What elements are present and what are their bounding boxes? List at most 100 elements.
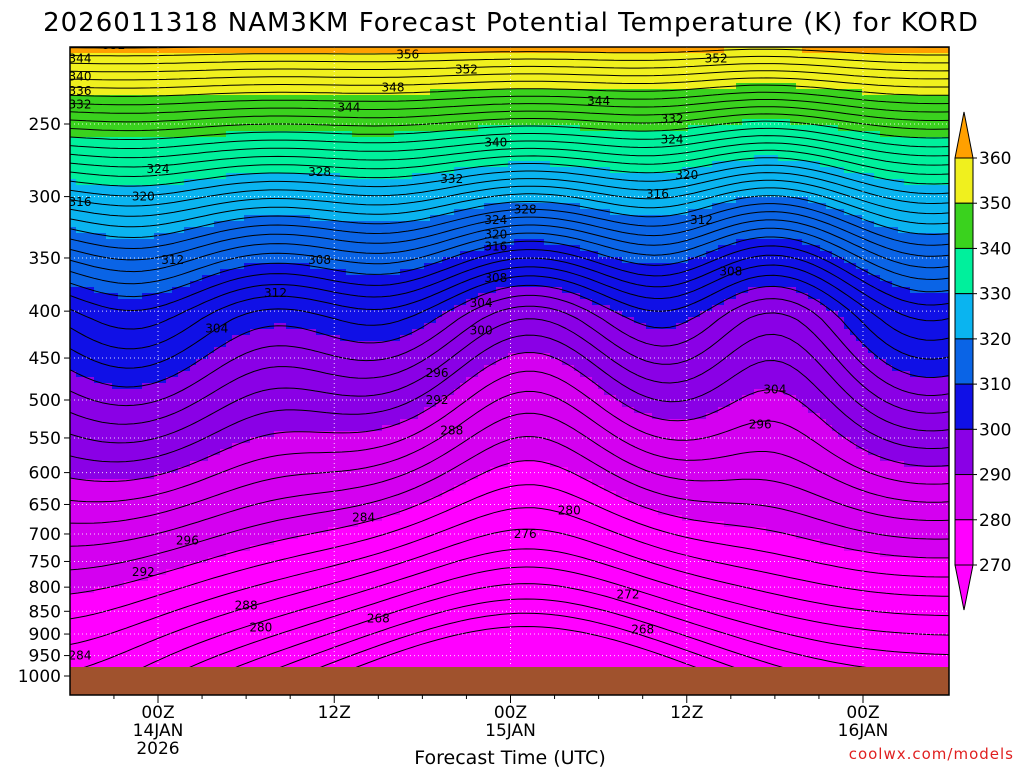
temperature-cell [178,575,185,582]
temperature-cell [178,227,185,234]
temperature-cell [238,503,245,510]
temperature-cell [298,647,305,654]
temperature-cell [142,365,149,372]
temperature-cell [100,107,107,114]
temperature-cell [100,461,107,468]
temperature-cell [268,173,275,180]
temperature-cell [268,401,275,408]
temperature-cell [148,659,155,666]
temperature-cell [178,521,185,528]
temperature-cell [70,113,77,120]
temperature-cell [304,71,311,78]
temperature-cell [274,275,281,282]
temperature-cell [82,371,89,378]
temperature-cell [148,137,155,144]
temperature-cell [100,209,107,216]
temperature-cell [136,431,143,438]
temperature-cell [202,659,209,666]
temperature-cell [298,347,305,354]
temperature-cell [112,227,119,234]
temperature-cell [70,65,77,72]
temperature-cell [238,65,245,72]
temperature-cell [334,521,341,528]
temperature-cell [286,233,293,240]
temperature-cell [94,599,101,606]
temperature-cell [232,383,239,390]
temperature-cell [262,479,269,486]
temperature-cell [94,209,101,216]
temperature-cell [124,503,131,510]
temperature-cell [88,299,95,306]
temperature-cell [178,353,185,360]
temperature-cell [172,251,179,258]
temperature-cell [274,527,281,534]
temperature-cell [274,311,281,318]
temperature-cell [220,215,227,222]
temperature-cell [268,197,275,204]
temperature-cell [130,215,137,222]
temperature-cell [148,401,155,408]
temperature-cell [136,599,143,606]
temperature-cell [94,521,101,528]
temperature-cell [316,401,323,408]
temperature-cell [298,167,305,174]
temperature-cell [298,263,305,270]
temperature-cell [82,557,89,564]
temperature-cell [256,527,263,534]
temperature-cell [76,173,83,180]
temperature-cell [328,491,335,498]
temperature-cell [316,461,323,468]
temperature-cell [268,287,275,294]
temperature-cell [100,335,107,342]
temperature-cell [244,281,251,288]
temperature-cell [118,371,125,378]
temperature-cell [106,653,113,660]
temperature-cell [94,389,101,396]
temperature-cell [208,119,215,126]
temperature-cell [340,227,347,234]
temperature-cell [328,131,335,138]
temperature-cell [340,629,347,636]
temperature-cell [178,305,185,312]
temperature-cell [130,287,137,294]
temperature-cell [226,467,233,474]
temperature-cell [136,317,143,324]
temperature-cell [88,383,95,390]
temperature-cell [220,419,227,426]
temperature-cell [154,233,161,240]
temperature-cell [118,647,125,654]
temperature-cell [100,479,107,486]
temperature-cell [310,659,317,666]
temperature-cell [256,539,263,546]
temperature-cell [310,179,317,186]
temperature-cell [310,107,317,114]
temperature-cell [298,431,305,438]
temperature-cell [316,77,323,84]
temperature-cell [82,497,89,504]
temperature-cell [328,77,335,84]
temperature-cell [130,107,137,114]
temperature-cell [298,569,305,576]
temperature-cell [70,629,77,636]
temperature-cell [292,167,299,174]
temperature-cell [250,329,257,336]
temperature-cell [238,383,245,390]
temperature-cell [106,281,113,288]
temperature-cell [142,587,149,594]
temperature-cell [82,623,89,630]
temperature-cell [280,119,287,126]
temperature-cell [166,581,173,588]
temperature-cell [142,143,149,150]
temperature-cell [94,611,101,618]
temperature-cell [226,497,233,504]
temperature-cell [112,275,119,282]
temperature-cell [142,467,149,474]
temperature-cell [184,647,191,654]
temperature-cell [214,581,221,588]
temperature-cell [232,239,239,246]
temperature-cell [244,287,251,294]
temperature-cell [136,71,143,78]
temperature-cell [220,557,227,564]
temperature-cell [226,539,233,546]
temperature-cell [256,269,263,276]
